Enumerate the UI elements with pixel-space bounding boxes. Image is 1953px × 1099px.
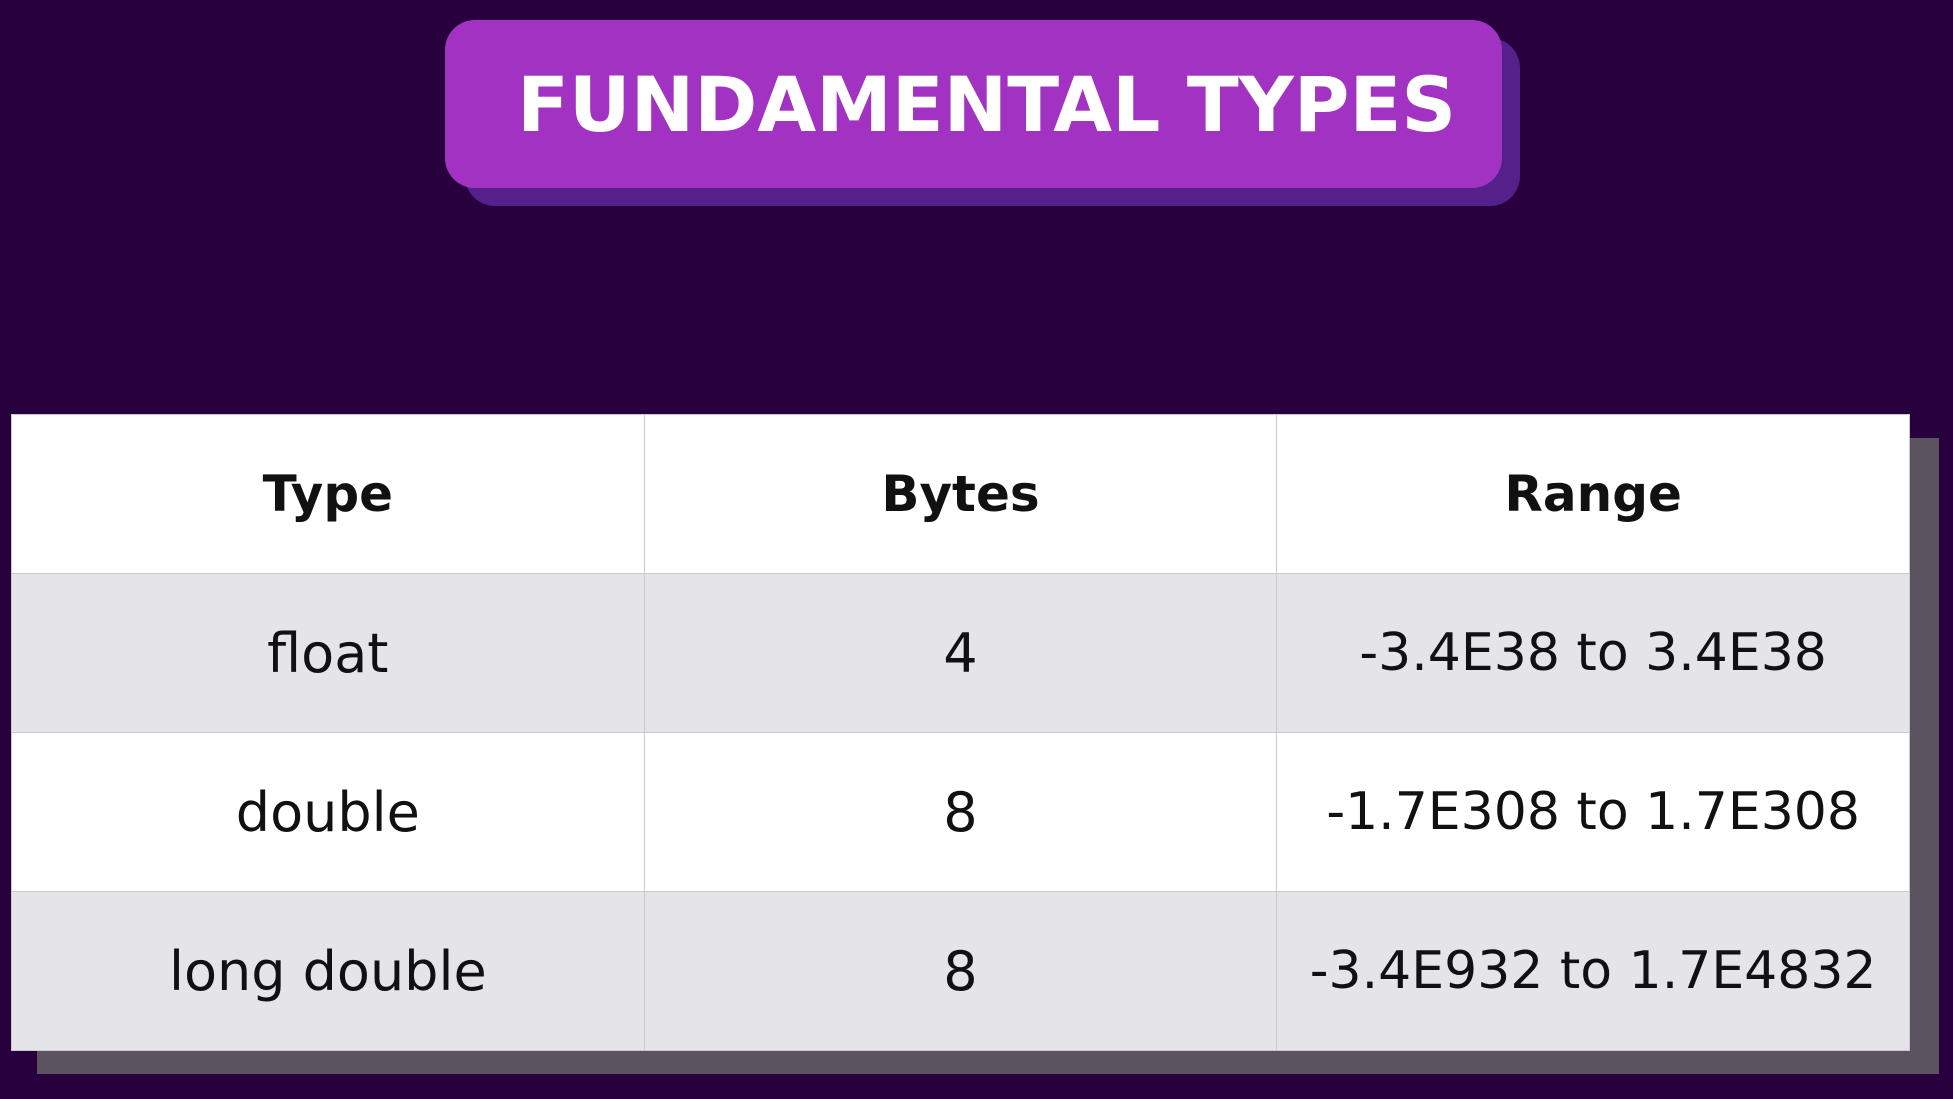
table-row: float 4 -3.4E38 to 3.4E38 xyxy=(11,573,1910,733)
range-cell: -3.4E38 to 3.4E38 xyxy=(1276,573,1910,733)
page-title: FUNDAMENTAL TYPES xyxy=(517,59,1457,149)
type-cell: long double xyxy=(11,891,645,1051)
table-header-row: Type Bytes Range xyxy=(11,414,1910,574)
header-type: Type xyxy=(11,414,645,574)
bytes-cell: 8 xyxy=(643,891,1278,1051)
fundamental-types-table: Type Bytes Range float 4 -3.4E38 to 3.4E… xyxy=(11,414,1910,1051)
table-row: double 8 -1.7E308 to 1.7E308 xyxy=(11,732,1910,892)
title-banner: FUNDAMENTAL TYPES xyxy=(445,20,1502,188)
bytes-cell: 8 xyxy=(643,732,1278,892)
type-cell: double xyxy=(11,732,645,892)
header-bytes: Bytes xyxy=(643,414,1278,574)
range-cell: -1.7E308 to 1.7E308 xyxy=(1276,732,1910,892)
types-table-container: Type Bytes Range float 4 -3.4E38 to 3.4E… xyxy=(11,414,1910,1051)
header-range: Range xyxy=(1276,414,1910,574)
range-cell: -3.4E932 to 1.7E4832 xyxy=(1276,891,1910,1051)
table-row: long double 8 -3.4E932 to 1.7E4832 xyxy=(11,891,1910,1051)
bytes-cell: 4 xyxy=(643,573,1278,733)
type-cell: float xyxy=(11,573,645,733)
